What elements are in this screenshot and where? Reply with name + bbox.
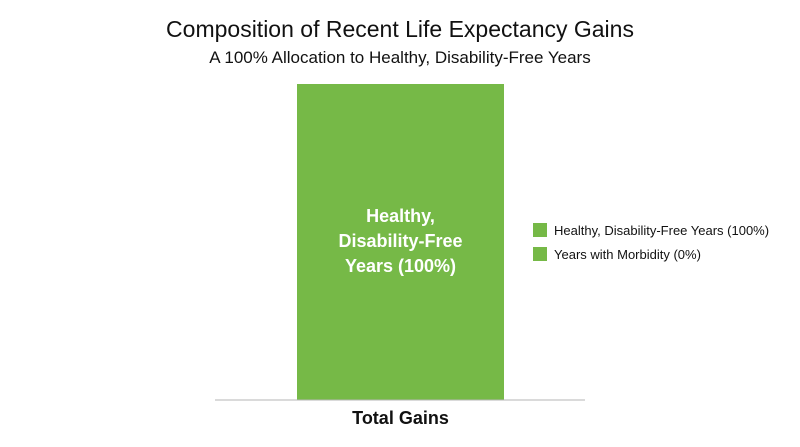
legend: Healthy, Disability-Free Years (100%) Ye… [533, 222, 769, 270]
legend-swatch-morbidity [533, 247, 547, 261]
legend-item-morbidity: Years with Morbidity (0%) [533, 246, 769, 262]
bar-label-line: Years (100%) [345, 256, 456, 276]
legend-label-healthy: Healthy, Disability-Free Years (100%) [554, 222, 770, 238]
chart-subtitle: A 100% Allocation to Healthy, Disability… [209, 48, 591, 67]
legend-label-morbidity: Years with Morbidity (0%) [554, 246, 701, 262]
chart-title: Composition of Recent Life Expectancy Ga… [166, 16, 634, 42]
bar-label-line: Healthy, [366, 206, 435, 226]
legend-item-healthy: Healthy, Disability-Free Years (100%) [533, 222, 769, 238]
legend-swatch-healthy [533, 223, 547, 237]
bar-segment-healthy [297, 84, 504, 400]
x-tick-label: Total Gains [352, 408, 449, 428]
bar-label-line: Disability-Free [338, 231, 462, 251]
